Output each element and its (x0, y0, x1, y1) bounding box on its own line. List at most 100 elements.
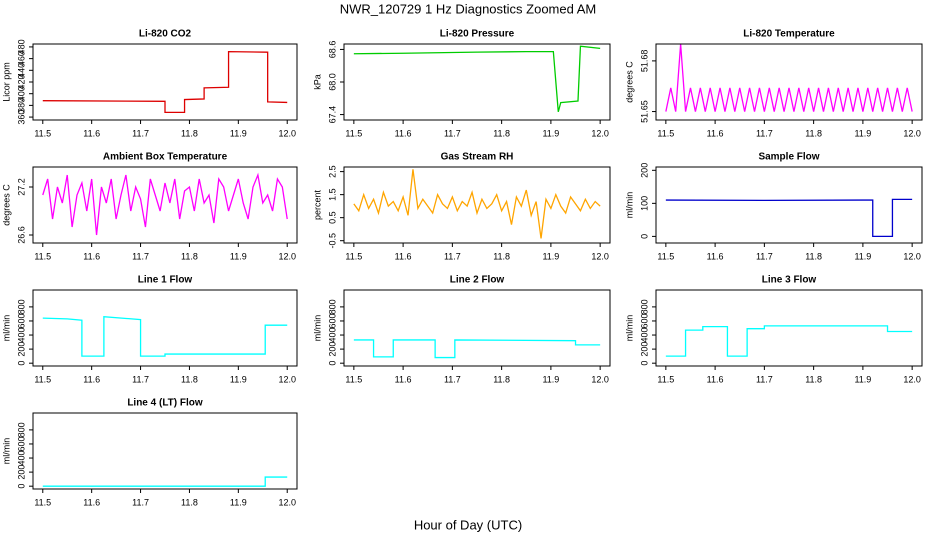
x-tick-label: 11.5 (345, 251, 362, 261)
x-tick-label: 11.5 (657, 251, 674, 261)
x-tick-label: 11.5 (657, 128, 674, 138)
y-tick-label: 68.0 (327, 73, 337, 91)
y-tick-label: 26.6 (16, 226, 26, 244)
x-axis-label: Hour of Day (UTC) (414, 517, 522, 532)
y-tick-label: 2.5 (327, 165, 337, 178)
x-tick-label: 11.5 (657, 374, 674, 384)
y-tick-label: 460 (16, 51, 26, 66)
y-tick-label: 400 (16, 451, 26, 466)
panel-title: Line 4 (LT) Flow (127, 398, 203, 409)
x-tick-label: 11.5 (34, 128, 51, 138)
y-tick-label: 51.68 (639, 50, 649, 73)
data-line (353, 45, 601, 113)
x-tick-label: 11.6 (83, 374, 100, 384)
x-tick-label: 12.0 (278, 374, 296, 384)
y-tick-label: 1.5 (327, 188, 337, 201)
plot-frame (32, 43, 298, 121)
panel-title: Li-820 Pressure (440, 29, 515, 40)
y-axis-label: ml/min (312, 315, 322, 342)
y-tick-label: 200 (16, 342, 26, 357)
y-axis-label: ml/min (1, 438, 11, 465)
x-tick-label: 11.7 (444, 374, 461, 384)
y-tick-label: 800 (327, 299, 337, 314)
y-tick-label: 68.6 (327, 41, 337, 59)
panel-title: Sample Flow (758, 152, 819, 163)
x-tick-label: 11.5 (345, 128, 362, 138)
x-tick-label: 11.6 (707, 251, 724, 261)
x-tick-label: 11.8 (493, 251, 510, 261)
y-tick-label: 0 (639, 234, 649, 239)
plot-frame (32, 289, 298, 367)
plot-frame (343, 43, 611, 121)
x-tick-label: 11.9 (230, 374, 247, 384)
x-tick-label: 12.0 (903, 128, 921, 138)
y-tick-label: 200 (327, 342, 337, 357)
y-tick-label: 27.2 (16, 178, 26, 196)
x-tick-label: 11.5 (34, 374, 51, 384)
data-line (353, 169, 601, 239)
y-tick-label: 800 (16, 422, 26, 437)
x-tick-label: 11.6 (83, 251, 100, 261)
x-tick-label: 11.8 (181, 374, 198, 384)
x-tick-label: 11.6 (707, 128, 724, 138)
x-tick-label: 11.8 (181, 128, 198, 138)
x-tick-label: 12.0 (591, 374, 609, 384)
x-tick-label: 11.7 (132, 251, 149, 261)
plot-frame (655, 43, 923, 121)
y-tick-label: 360 (16, 110, 26, 125)
x-tick-label: 11.7 (132, 128, 149, 138)
y-tick-label: 400 (639, 328, 649, 343)
x-tick-label: 11.9 (542, 128, 559, 138)
panel-title: Line 1 Flow (138, 275, 193, 286)
x-tick-label: 11.9 (854, 251, 871, 261)
x-tick-label: 11.9 (230, 251, 247, 261)
y-tick-label: 400 (16, 86, 26, 101)
y-tick-label: 400 (16, 328, 26, 343)
y-tick-label: 380 (16, 98, 26, 113)
data-line (665, 325, 913, 357)
x-tick-label: 11.8 (805, 251, 822, 261)
x-tick-label: 12.0 (903, 251, 921, 261)
panel-title: Gas Stream RH (441, 152, 514, 163)
x-tick-label: 11.7 (756, 251, 773, 261)
x-tick-label: 11.5 (345, 374, 362, 384)
panel-title: Li-820 Temperature (743, 29, 835, 40)
y-tick-label: 420 (16, 74, 26, 89)
x-tick-label: 11.7 (756, 128, 773, 138)
y-tick-label: 0 (327, 361, 337, 366)
panel-title: Li-820 CO2 (139, 29, 192, 40)
y-axis-label: Licor ppm (1, 62, 11, 102)
y-tick-label: -0.5 (327, 233, 337, 249)
y-tick-label: 400 (327, 328, 337, 343)
x-tick-label: 11.9 (542, 374, 559, 384)
y-tick-label: 0.5 (327, 211, 337, 224)
y-tick-label: 0 (16, 484, 26, 489)
plot-frame (32, 412, 298, 490)
x-tick-label: 11.9 (854, 128, 871, 138)
x-tick-label: 12.0 (278, 128, 296, 138)
x-tick-label: 12.0 (591, 128, 609, 138)
x-tick-label: 11.6 (395, 128, 412, 138)
panel-title: Line 3 Flow (762, 275, 817, 286)
y-tick-label: 600 (639, 313, 649, 328)
y-tick-label: 600 (16, 436, 26, 451)
y-axis-label: degrees C (1, 184, 11, 226)
y-tick-label: 200 (16, 465, 26, 480)
y-tick-label: 440 (16, 63, 26, 78)
data-line (665, 198, 913, 238)
x-tick-label: 12.0 (278, 251, 296, 261)
data-line (42, 172, 288, 236)
x-tick-label: 11.6 (83, 128, 100, 138)
x-tick-label: 11.6 (395, 374, 412, 384)
data-line (665, 43, 913, 112)
panel-title: Ambient Box Temperature (103, 152, 228, 163)
y-tick-label: 200 (639, 342, 649, 357)
x-tick-label: 11.9 (854, 374, 871, 384)
x-tick-label: 12.0 (903, 374, 921, 384)
y-axis-label: kPa (312, 74, 322, 90)
y-axis-label: ml/min (1, 315, 11, 342)
y-tick-label: 100 (639, 196, 649, 211)
x-tick-label: 11.9 (542, 251, 559, 261)
y-tick-label: 200 (639, 163, 649, 178)
y-tick-label: 480 (16, 39, 26, 54)
